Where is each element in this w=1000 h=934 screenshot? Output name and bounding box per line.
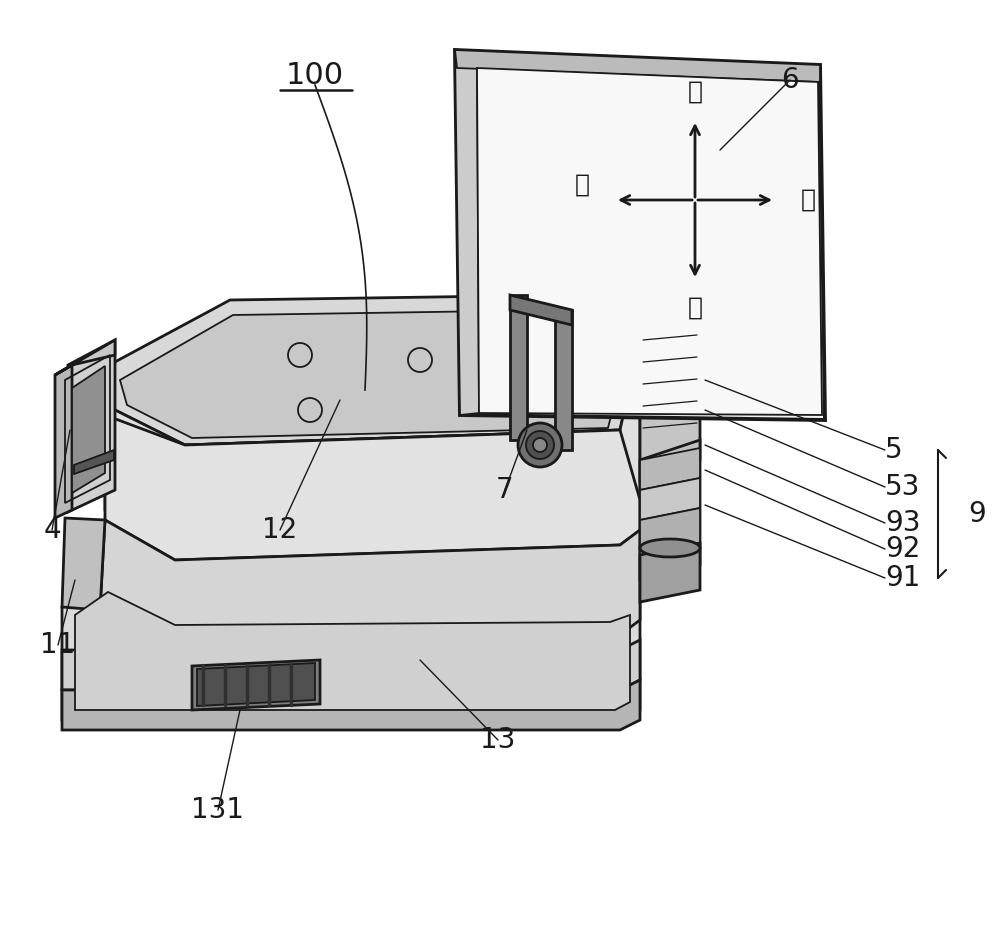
Polygon shape (105, 340, 640, 550)
Text: 7: 7 (496, 476, 514, 504)
Text: 后: 后 (800, 188, 816, 212)
Circle shape (533, 438, 547, 452)
Text: 下: 下 (688, 296, 702, 320)
Polygon shape (640, 310, 700, 350)
Polygon shape (192, 660, 320, 710)
Polygon shape (100, 295, 640, 445)
Polygon shape (72, 366, 105, 493)
Polygon shape (75, 592, 630, 710)
Polygon shape (68, 340, 115, 512)
Ellipse shape (640, 539, 700, 557)
Polygon shape (477, 68, 822, 415)
Polygon shape (455, 50, 479, 415)
Polygon shape (105, 415, 640, 560)
Text: 92: 92 (885, 535, 920, 563)
Polygon shape (640, 508, 700, 555)
Polygon shape (640, 440, 700, 580)
Polygon shape (74, 450, 114, 474)
Polygon shape (55, 365, 72, 518)
Polygon shape (62, 640, 640, 690)
Polygon shape (455, 50, 825, 420)
Polygon shape (640, 448, 700, 490)
Text: 6: 6 (781, 66, 799, 94)
Text: 前: 前 (574, 173, 590, 197)
Polygon shape (120, 310, 628, 438)
Text: 9: 9 (968, 500, 986, 528)
Polygon shape (455, 50, 820, 82)
Polygon shape (640, 310, 700, 480)
Polygon shape (55, 340, 115, 375)
Polygon shape (62, 580, 640, 720)
Polygon shape (100, 520, 640, 650)
Circle shape (526, 431, 554, 459)
Text: 100: 100 (286, 61, 344, 90)
Polygon shape (640, 543, 700, 602)
Text: 5: 5 (885, 436, 903, 464)
Text: 11: 11 (40, 631, 76, 659)
Polygon shape (555, 310, 572, 450)
Text: 91: 91 (885, 564, 920, 592)
Polygon shape (62, 518, 105, 610)
Text: 4: 4 (43, 516, 61, 544)
Text: 93: 93 (885, 509, 920, 537)
Text: 13: 13 (480, 726, 516, 754)
Circle shape (518, 423, 562, 467)
Text: 131: 131 (192, 796, 244, 824)
Polygon shape (510, 295, 527, 440)
Text: 上: 上 (688, 80, 702, 104)
Text: 12: 12 (262, 516, 298, 544)
Polygon shape (640, 478, 700, 520)
Polygon shape (510, 295, 572, 325)
Polygon shape (197, 663, 315, 706)
Text: 53: 53 (885, 473, 920, 501)
Polygon shape (62, 680, 640, 730)
